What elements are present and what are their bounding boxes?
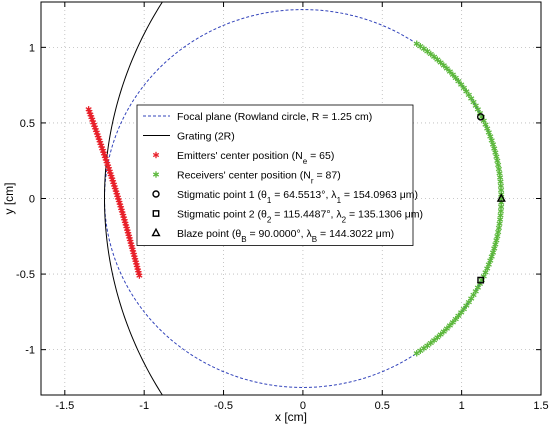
y-tick-label: -0.5 xyxy=(16,269,35,281)
data-point xyxy=(136,272,143,279)
data-point xyxy=(443,325,450,332)
data-point xyxy=(492,149,499,156)
data-point xyxy=(413,350,420,357)
x-axis-title: x [cm] xyxy=(275,410,307,424)
legend-marker xyxy=(151,227,161,237)
legend-label: Grating (2R) xyxy=(177,131,235,143)
grating-arc xyxy=(103,2,163,395)
receiver-points xyxy=(413,40,505,357)
y-tick-label: -1 xyxy=(25,345,35,357)
stigmatic-point-1 xyxy=(476,113,485,121)
y-tick-label: 0 xyxy=(29,194,35,206)
legend-label: Stigmatic point 2 (θ2 = 115.4487°, λ2 = … xyxy=(177,209,423,225)
legend-symbol xyxy=(151,227,161,237)
y-axis-title: y [cm] xyxy=(2,183,16,215)
x-tick-label: 1 xyxy=(459,400,465,412)
data-point xyxy=(493,237,500,244)
legend-symbol xyxy=(152,210,160,217)
x-tick-label: 0.5 xyxy=(375,400,390,412)
data-point xyxy=(495,228,502,236)
data-point xyxy=(434,56,441,63)
stigmatic-point-2 xyxy=(477,276,485,284)
legend: Focal plane (Rowland circle, R = 1.25 cm… xyxy=(136,104,423,246)
data-point xyxy=(427,50,434,58)
legend-label: Focal plane (Rowland circle, R = 1.25 cm… xyxy=(177,111,372,123)
legend-label: Emitters' center position (Ne = 65) xyxy=(177,150,334,166)
data-point xyxy=(431,53,438,60)
y-tick-label: 0.5 xyxy=(20,118,35,130)
data-point xyxy=(491,145,498,152)
data-point xyxy=(495,161,502,169)
data-point xyxy=(437,331,444,338)
data-point xyxy=(494,157,501,164)
data-point xyxy=(431,337,438,344)
legend-box xyxy=(136,104,414,246)
data-point xyxy=(437,59,444,66)
data-point xyxy=(443,65,450,72)
legend-label: Blaze point (θB = 90.0000°, λB = 144.302… xyxy=(177,228,394,244)
x-tick-label: -0.5 xyxy=(214,400,233,412)
y-tick-label: 1 xyxy=(29,42,35,54)
legend-symbol xyxy=(152,171,160,178)
x-tick-label: 0 xyxy=(300,400,306,412)
data-point xyxy=(440,328,447,335)
legend-symbol xyxy=(152,151,160,159)
data-point xyxy=(492,241,499,248)
emitter-points xyxy=(85,106,143,279)
data-point xyxy=(434,334,441,341)
legend-symbol xyxy=(152,190,160,198)
data-point xyxy=(494,233,501,240)
ticks: -1.5 -1 -0.5 0 0.5 1 1.5 -1 -0.5 0 0.5 1 xyxy=(16,2,549,412)
data-point xyxy=(440,62,447,69)
data-point xyxy=(495,224,502,232)
data-point xyxy=(493,153,500,160)
series-layer xyxy=(85,2,506,395)
legend-marker xyxy=(152,210,160,217)
x-tick-label: -1 xyxy=(139,400,149,412)
legend-label: Stigmatic point 1 (θ1 = 64.5513°, λ1 = 1… xyxy=(177,189,418,205)
data-point xyxy=(446,322,453,329)
legend-label: Receivers' center position (Nr = 87) xyxy=(177,170,341,186)
legend-marker xyxy=(152,171,160,178)
x-tick-label: -1.5 xyxy=(55,400,74,412)
legend-marker xyxy=(152,151,160,159)
blaze-point xyxy=(496,193,506,202)
legend-marker xyxy=(152,190,160,198)
x-tick-label: 1.5 xyxy=(533,400,548,412)
